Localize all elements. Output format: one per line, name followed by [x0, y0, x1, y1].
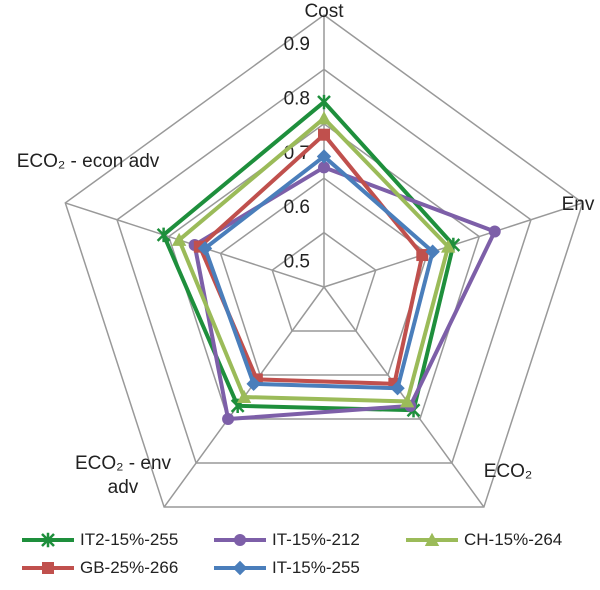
marker	[424, 532, 440, 546]
legend-label: IT-15%-255	[272, 558, 360, 577]
legend-swatch	[22, 562, 74, 574]
spoke	[323, 286, 485, 508]
legend-swatch	[22, 532, 74, 548]
legend-item: CH-15%-264	[404, 530, 596, 550]
axis-label: Env	[561, 194, 595, 215]
marker	[171, 232, 187, 246]
legend-item: IT2-15%-255	[20, 530, 212, 550]
legend-item: IT-15%-255	[212, 558, 404, 578]
legend-label: GB-25%-266	[80, 558, 179, 577]
marker	[41, 532, 55, 548]
r-tick-label: 0.6	[284, 197, 310, 218]
legend-label: IT-15%-212	[272, 530, 360, 549]
marker	[318, 128, 330, 141]
grid-ring	[116, 68, 532, 464]
marker	[425, 244, 440, 259]
r-tick-label: 0.9	[284, 34, 310, 55]
marker	[416, 249, 429, 262]
r-tick-label: 0.8	[284, 88, 310, 109]
marker	[440, 239, 456, 253]
marker	[197, 241, 213, 256]
series-line	[161, 99, 456, 413]
legend-item: GB-25%-266	[20, 558, 212, 578]
series-line	[202, 153, 435, 391]
legend-label: IT2-15%-255	[80, 530, 179, 549]
legend: IT2-15%-255 IT-15%-212 CH-15%-264 GB-25%-26…	[20, 530, 600, 578]
marker	[234, 534, 246, 546]
marker	[488, 225, 501, 238]
marker	[316, 111, 332, 125]
legend-swatch	[406, 532, 458, 546]
grid-ring	[271, 231, 377, 332]
marker	[399, 394, 415, 408]
legend-swatch	[214, 534, 266, 546]
axis-label: ECO₂ - env adv	[74, 453, 172, 498]
marker	[316, 149, 332, 164]
marker	[232, 560, 248, 576]
legend-item: IT-15%-212	[212, 530, 404, 550]
legend-swatch	[214, 560, 266, 576]
marker	[236, 389, 252, 404]
axis-label: ECO₂ - econ adv	[16, 151, 160, 172]
marker	[222, 413, 235, 426]
marker	[42, 562, 54, 574]
legend-label: CH-15%-264	[464, 530, 563, 549]
marker	[390, 381, 405, 396]
axis-label: ECO₂	[483, 461, 533, 482]
series-line	[197, 131, 425, 386]
chart: 0.50.60.70.80.9	[64, 14, 584, 508]
r-tick-label: 0.5	[284, 252, 310, 273]
series-line	[176, 115, 451, 404]
marker	[317, 94, 331, 110]
marker	[156, 227, 171, 243]
marker	[246, 376, 261, 392]
axis-label: Cost	[304, 1, 344, 22]
grid-ring	[64, 14, 584, 508]
marker	[318, 161, 330, 174]
